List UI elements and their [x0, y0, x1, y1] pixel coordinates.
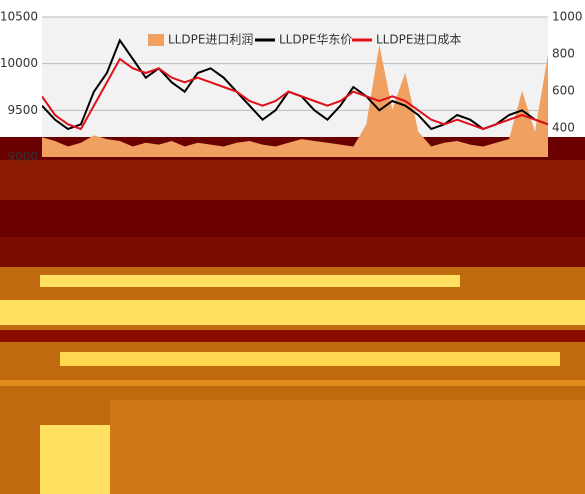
glitch-block	[0, 380, 585, 386]
price-line	[42, 57, 548, 131]
y2-tick-label: 800	[552, 47, 575, 61]
plot-area	[42, 17, 548, 157]
glitch-block	[0, 160, 585, 200]
glitch-block	[0, 237, 585, 267]
y2-tick-label: 1000	[552, 10, 583, 24]
y-tick-label: 10000	[0, 56, 38, 70]
profit-area	[42, 44, 548, 157]
legend-label: LLDPE华东价	[279, 33, 352, 47]
y-tick-label: 9000	[7, 150, 38, 164]
corrupted-region	[0, 137, 585, 494]
y-tick-label: 9500	[7, 103, 38, 117]
y2-tick-label: 400	[552, 121, 575, 135]
glitch-block	[60, 352, 560, 366]
glitch-block	[40, 425, 110, 494]
legend-label: LLDPE进口利润	[168, 33, 253, 47]
legend-label: LLDPE进口成本	[376, 33, 461, 47]
glitch-block	[40, 275, 460, 287]
y-tick-label: 10500	[0, 10, 38, 24]
glitch-block	[110, 400, 585, 494]
y2-tick-label: 600	[552, 84, 575, 98]
legend-swatch	[148, 34, 164, 46]
glitch-block	[0, 330, 585, 342]
glitch-block	[0, 300, 585, 325]
